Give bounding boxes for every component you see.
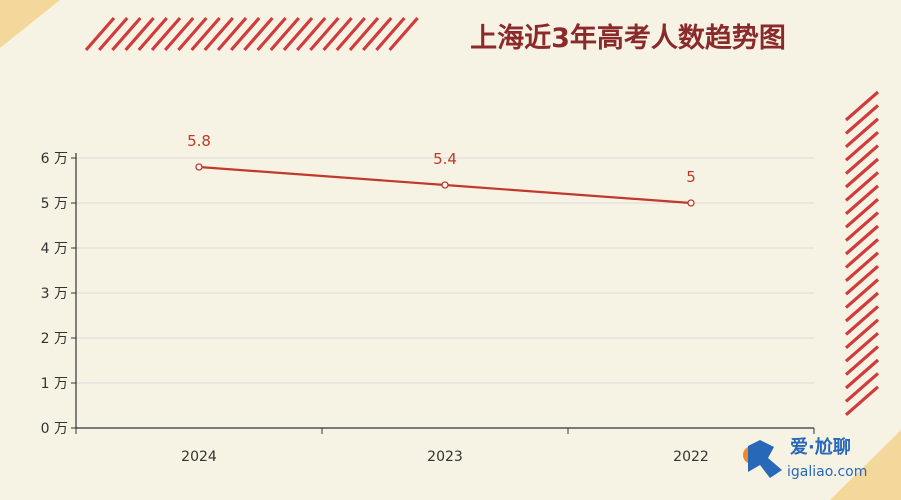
data-point — [195, 163, 203, 171]
data-label: 5.4 — [433, 150, 457, 168]
data-label: 5.8 — [187, 132, 211, 150]
data-point — [687, 199, 695, 207]
stripe-line — [295, 16, 327, 52]
stripe-line — [111, 16, 142, 52]
x-axis-ticks: 2024 2023 2022 — [75, 428, 815, 465]
stripe-line — [124, 16, 155, 52]
stripe-line — [216, 16, 248, 52]
stripe-line — [844, 278, 880, 309]
corner-decoration-bottom-right — [830, 430, 901, 500]
stripe-decoration-top — [84, 16, 419, 52]
stripe-line — [844, 211, 880, 242]
stripe-line — [844, 358, 880, 390]
y-tick-label: 1 万 — [41, 376, 68, 392]
stripe-line — [844, 184, 880, 216]
watermark-brand: 爱·尬聊 — [790, 436, 851, 458]
stripe-line — [844, 171, 880, 202]
stripe-line — [375, 16, 406, 52]
stripe-line — [844, 197, 880, 229]
y-tick-label: 0 万 — [41, 421, 68, 437]
stripe-line — [388, 16, 419, 52]
stripe-line — [844, 90, 880, 122]
stripe-line — [309, 16, 340, 52]
stripe-line — [844, 372, 880, 403]
x-tick-label: 2022 — [673, 449, 709, 465]
stripe-line — [282, 16, 314, 52]
stripe-line — [844, 291, 880, 323]
grid-lines — [76, 157, 814, 384]
axes — [75, 153, 814, 429]
stripe-line — [348, 16, 380, 52]
stripe-line — [844, 331, 880, 363]
data-point — [441, 181, 449, 189]
stripe-line — [163, 16, 195, 52]
watermark-logo: 爱·尬聊 igaliao.com — [743, 436, 867, 480]
stripe-line — [844, 305, 880, 336]
stripe-line — [844, 251, 880, 283]
y-tick-label: 3 万 — [41, 286, 68, 302]
stripe-line — [844, 117, 880, 149]
stripe-line — [844, 104, 880, 135]
stripe-line — [844, 385, 880, 417]
stripe-line — [190, 16, 221, 52]
stripe-line — [844, 130, 880, 162]
x-tick-label: 2023 — [427, 449, 463, 465]
y-tick-label: 2 万 — [41, 331, 68, 347]
stripe-line — [844, 264, 880, 296]
stripe-line — [269, 16, 301, 52]
stripe-line — [229, 16, 261, 52]
stripe-line — [137, 16, 169, 52]
stripe-line — [844, 224, 880, 256]
stripe-line — [361, 16, 393, 52]
stripe-line — [844, 157, 880, 189]
stripe-line — [335, 16, 367, 52]
stripe-decoration-right — [844, 90, 880, 417]
corner-decoration-top-left — [0, 0, 60, 48]
stripe-line — [97, 16, 129, 52]
y-tick-label: 5 万 — [41, 196, 68, 212]
logo-runner-icon — [748, 440, 782, 478]
stripe-line — [844, 144, 880, 175]
stripe-line — [203, 16, 235, 52]
chart-title: 上海近3年高考人数趋势图 — [470, 22, 786, 54]
y-tick-label: 4 万 — [41, 241, 68, 257]
stripe-line — [844, 318, 880, 350]
stripe-line — [322, 16, 353, 52]
stripe-line — [256, 16, 287, 52]
y-tick-label: 6 万 — [41, 151, 68, 167]
y-axis-ticks: 0 万 1 万 2 万 3 万 4 万 5 万 6 万 — [41, 151, 76, 437]
data-label: 5 — [686, 168, 696, 186]
stripe-line — [844, 238, 880, 269]
watermark-url: igaliao.com — [787, 464, 867, 480]
stripe-line — [177, 16, 208, 52]
stripe-line — [243, 16, 274, 52]
series-layer: 5.8 5.4 5 — [187, 132, 696, 207]
stripe-line — [150, 16, 182, 52]
x-tick-label: 2024 — [181, 449, 217, 465]
stripe-line — [844, 345, 880, 376]
stripe-line — [84, 16, 116, 52]
